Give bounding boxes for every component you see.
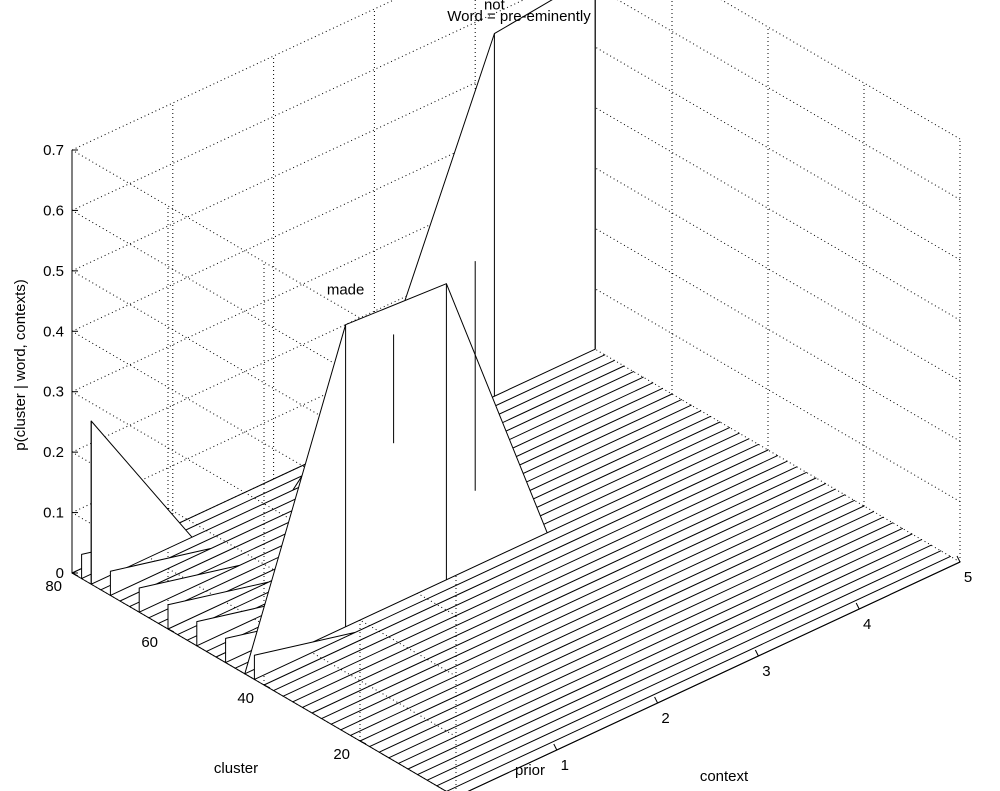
z-tick-label: 0.3 — [43, 384, 64, 401]
surface-row — [407, 533, 913, 770]
surface-row — [301, 471, 807, 708]
surface-row — [321, 483, 827, 720]
y-tick-label: 20 — [333, 746, 350, 763]
axes — [71, 149, 961, 791]
annotations: made not — [327, 0, 506, 298]
grid-line — [71, 277, 577, 514]
surface-row — [263, 449, 769, 686]
x-tick-label: 1 — [561, 757, 569, 774]
z-axis-label: p(cluster | word, contexts) — [12, 279, 29, 450]
surface-row — [426, 544, 932, 781]
z-tick-label: 0.5 — [43, 263, 64, 280]
x-tick — [754, 649, 759, 657]
surface-row — [311, 477, 817, 714]
x-axis-line — [467, 561, 961, 791]
surface-row — [467, 561, 961, 791]
surface-row — [273, 455, 779, 692]
grid-line — [71, 0, 525, 211]
x-tick-label: 3 — [762, 663, 770, 680]
x-tick-label: 4 — [863, 616, 871, 633]
z-tick-label: 0 — [56, 565, 64, 582]
z-tick-label: 0.6 — [43, 202, 64, 219]
z-tick-label: 0.1 — [43, 505, 64, 522]
surface-row — [90, 0, 596, 585]
surface-row — [340, 494, 846, 731]
surface-row — [282, 460, 788, 697]
y-tick — [71, 572, 79, 577]
y-tick — [263, 684, 271, 689]
annotation-made: made — [327, 281, 365, 298]
z-tick-label: 0.2 — [43, 444, 64, 461]
z-tick-label: 0.4 — [43, 323, 64, 340]
y-tick-label: 60 — [141, 634, 158, 651]
x-tick — [855, 602, 860, 610]
x-tick — [654, 696, 659, 704]
grid-line — [71, 156, 577, 393]
y-axis-tick-labels: 020406080 — [45, 578, 350, 763]
surface-row — [388, 522, 894, 759]
grid-line — [71, 216, 577, 453]
z-axis-tick-labels: 0 0.1 0.2 0.3 0.4 0.5 0.6 0.7 — [43, 142, 64, 582]
surface-mesh — [71, 0, 961, 791]
chart-title: Word = pre-eminently — [447, 8, 591, 25]
surface-row — [330, 488, 836, 725]
y-tick — [359, 740, 367, 745]
x-axis-label: context — [700, 768, 749, 785]
grid-line — [71, 0, 395, 151]
surface-row — [369, 511, 875, 748]
surface-row — [397, 527, 903, 764]
x-tick-label: 2 — [661, 710, 669, 727]
surface-row — [446, 555, 951, 791]
x-tick — [553, 743, 558, 751]
surface-row — [292, 466, 798, 703]
annotation-not: not — [484, 0, 506, 13]
x-category-prior-label: prior — [515, 762, 545, 779]
grid-line — [71, 35, 577, 272]
surface-row — [349, 499, 855, 736]
z-tick-label: 0.7 — [43, 142, 64, 159]
x-tick-label: 5 — [964, 569, 972, 586]
y-tick-label: 40 — [237, 690, 254, 707]
surface-row — [253, 443, 759, 680]
grid-line — [575, 156, 961, 382]
surface-row — [359, 505, 865, 742]
y-axis-label: cluster — [214, 760, 258, 777]
y-tick-label: 80 — [45, 578, 62, 595]
surface-row — [417, 539, 923, 776]
surface-row — [436, 550, 942, 787]
grid-line — [71, 95, 577, 332]
x-tick — [956, 555, 961, 563]
surface-row — [378, 516, 884, 753]
y-tick — [167, 628, 175, 633]
